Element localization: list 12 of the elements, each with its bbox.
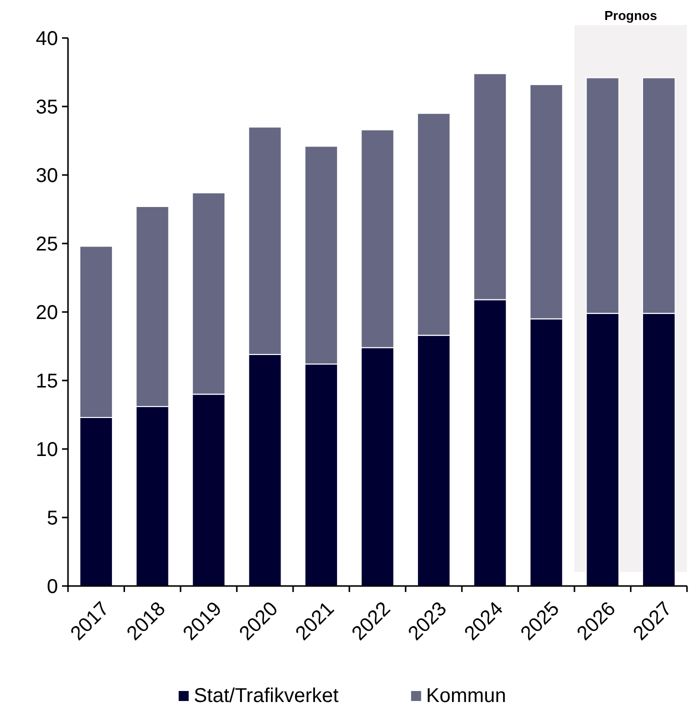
y-tick-label: 10 — [36, 439, 58, 461]
y-tick-label: 0 — [46, 576, 58, 598]
y-tick-label: 15 — [36, 370, 58, 392]
band-label: Prognos — [604, 8, 658, 23]
legend-label: Stat/Trafikverket — [194, 685, 339, 707]
y-tick-label: 30 — [36, 165, 58, 187]
y-tick-label: 5 — [46, 508, 58, 530]
y-tick-label: 25 — [36, 234, 58, 256]
y-tick-label: 20 — [36, 302, 58, 324]
y-tick-label: 40 — [36, 28, 58, 50]
y-tick-label: 35 — [36, 96, 58, 118]
legend-label: Kommun — [426, 685, 506, 707]
